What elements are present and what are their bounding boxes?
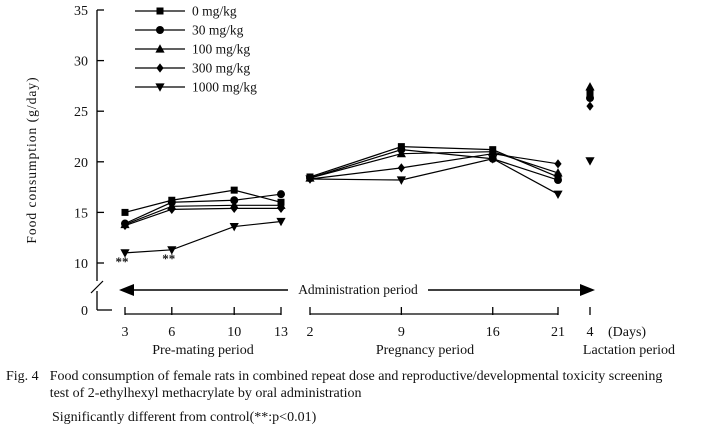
series-line (124, 193, 282, 225)
x-tick-label: 13 (274, 325, 288, 340)
y-tick-label: 10 (74, 257, 88, 272)
x-tick-label: 3 (122, 325, 129, 340)
data-point-square (230, 186, 238, 194)
data-point-circle (277, 190, 285, 199)
y-axis-break-mark (90, 280, 104, 294)
data-point-circle (586, 94, 594, 103)
legend-label: 300 mg/kg (192, 61, 250, 76)
data-point-square (156, 7, 164, 15)
administration-arrow-label: Administration period (298, 282, 418, 297)
series-1000-mg-kg (120, 155, 595, 258)
data-point-triangle-down (167, 246, 177, 255)
y-tick-label: 25 (74, 105, 88, 120)
administration-arrow (119, 284, 595, 296)
series-line (124, 189, 282, 213)
y-axis-title: Food consumption (g/day) (24, 76, 39, 243)
series-line (309, 146, 559, 178)
arrow-head-right (580, 284, 595, 296)
data-point-triangle-down (229, 222, 239, 232)
x-tick-label: 2 (307, 325, 314, 340)
data-point-circle (554, 176, 562, 185)
data-point-triangle-up (396, 148, 406, 158)
y-axis (90, 9, 112, 311)
data-point-triangle-down (488, 155, 498, 164)
data-point-triangle-down (305, 175, 315, 184)
figure-caption: Fig. 4 Food consumption of female rats i… (6, 368, 662, 402)
legend-item-30-mg-kg (135, 26, 185, 34)
figure-caption-line1: Food consumption of female rats in combi… (49, 369, 663, 384)
series-line (124, 204, 281, 226)
data-point-diamond (230, 203, 238, 213)
series-line (309, 149, 559, 181)
legend-label: 30 mg/kg (192, 23, 244, 38)
significance-note: Significantly different from control(**:… (52, 410, 317, 425)
series-0-mg-kg (121, 90, 594, 216)
data-point-triangle-up (155, 44, 165, 53)
data-point-triangle-down (553, 190, 563, 199)
data-point-circle (230, 196, 239, 205)
y-tick-label: 20 (74, 156, 88, 171)
legend-label: 0 mg/kg (192, 4, 237, 19)
data-point-square (586, 90, 594, 98)
figure-caption-text: Food consumption of female rats in combi… (50, 368, 663, 402)
legend-item-0-mg-kg (135, 7, 185, 15)
period-label: Lactation period (583, 343, 675, 358)
y-tick-label: 0 (81, 304, 88, 319)
y-tick-label: 30 (74, 55, 88, 70)
data-point-diamond (554, 159, 562, 169)
series-line (309, 151, 559, 179)
data-point-triangle-down (396, 176, 406, 185)
data-point-triangle-down (585, 157, 595, 166)
data-point-triangle-down (276, 217, 286, 227)
data-point-diamond (121, 220, 129, 231)
x-tick-label: 21 (551, 325, 565, 340)
legend-item-300-mg-kg (135, 63, 185, 73)
y-tick-label: 35 (74, 4, 88, 19)
arrow-head-left (119, 284, 134, 296)
data-point-diamond (586, 101, 594, 111)
legend (135, 7, 185, 92)
legend-label: 100 mg/kg (192, 42, 250, 57)
series-line (124, 207, 281, 227)
series-100-mg-kg (120, 82, 595, 229)
figure-caption-label: Fig. 4 (6, 369, 39, 384)
y-tick-label: 15 (74, 206, 88, 221)
data-point-diamond (156, 63, 164, 73)
x-tick-label: 16 (486, 325, 500, 340)
x-tick-label: 9 (398, 325, 405, 340)
data-point-triangle-up (585, 82, 595, 91)
data-point-square (121, 208, 129, 216)
chart-plot-area: 0 10 15 20 25 30 35 Food consumption (g/day) 3 6 1… (24, 4, 675, 359)
x-axis-unit-label: (Days) (608, 325, 646, 340)
legend-item-100-mg-kg (135, 44, 185, 53)
data-point-diamond (489, 149, 497, 159)
data-point-diamond (168, 204, 176, 214)
legend-label: 1000 mg/kg (192, 80, 257, 95)
period-label: Pregnancy period (376, 343, 474, 358)
data-point-triangle-up (553, 168, 563, 177)
period-label: Pre-mating period (152, 343, 253, 358)
figure-caption-line2: test of 2-ethylhexyl methacrylate by ora… (49, 386, 362, 401)
data-point-diamond (397, 163, 405, 173)
series-line (309, 158, 559, 195)
x-tick-label: 4 (587, 325, 594, 340)
data-point-diamond (277, 203, 285, 213)
x-axis (124, 307, 591, 315)
data-point-circle (156, 26, 164, 34)
significance-marker: ** (116, 254, 129, 269)
legend-item-1000-mg-kg (135, 83, 185, 92)
series-line (309, 153, 559, 180)
x-tick-label: 6 (168, 325, 175, 340)
series-line (124, 220, 282, 254)
data-point-triangle-down (120, 249, 130, 258)
data-point-triangle-down (155, 83, 165, 92)
x-tick-label: 10 (227, 325, 241, 340)
series-300-mg-kg (121, 101, 594, 231)
significance-marker: ** (162, 251, 175, 266)
